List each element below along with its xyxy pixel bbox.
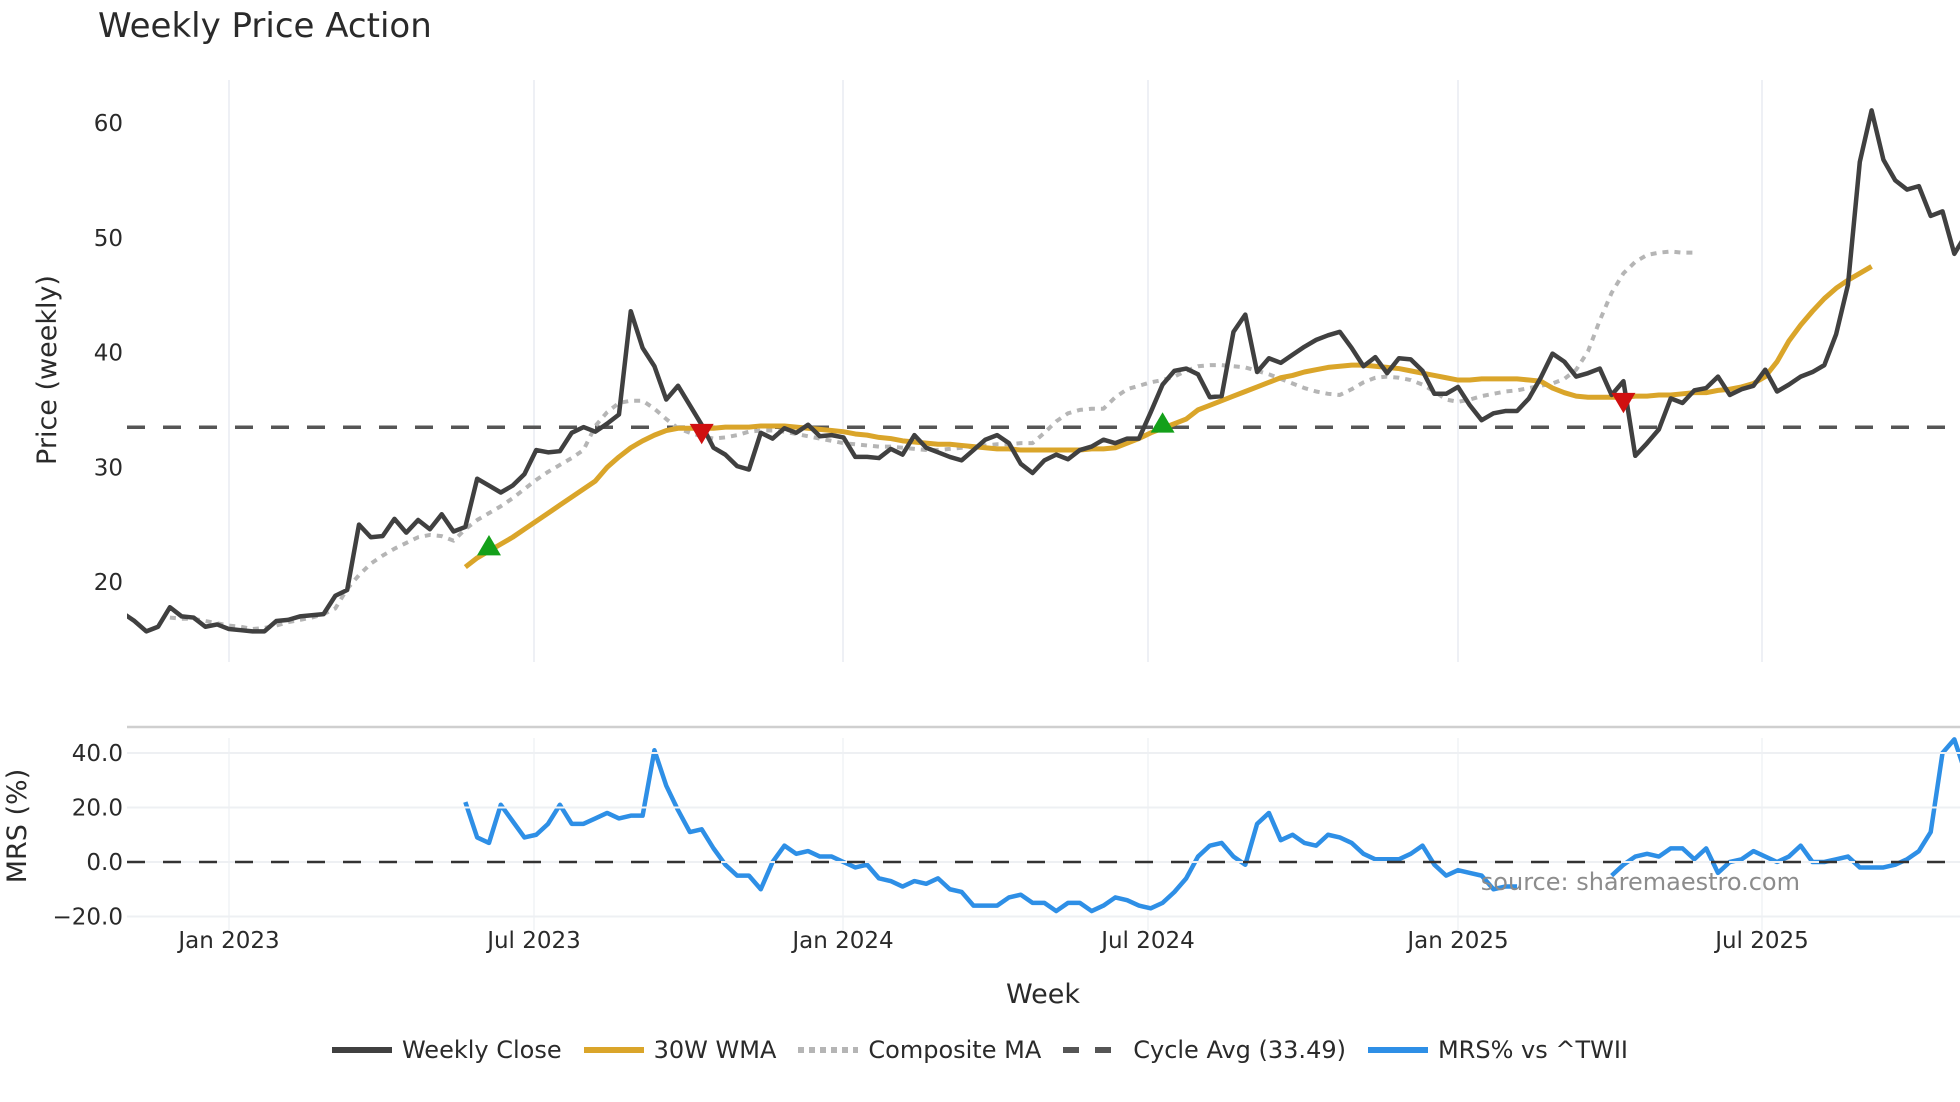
buy-signal-icon [1150,412,1175,433]
legend-swatch-weekly-close-icon [331,1047,392,1053]
source-annotation: source: sharemaestro.com [1481,868,1800,896]
legend-swatch-composite-ma-icon [798,1047,859,1053]
series-weekly-close [127,108,1960,634]
chart-title: Weekly Price Action [98,6,432,46]
series-mrs [463,748,1518,914]
legend: Weekly Close 30W WMA Composite MA Cycle … [0,1036,1960,1064]
series-30w-wma [463,264,1873,570]
sell-signal-icon [1611,392,1636,414]
buy-signal-icon [476,535,501,556]
x-tick-label: Jul 2025 [1713,928,1809,954]
legend-swatch-mrs-icon [1367,1047,1428,1053]
legend-item-30w-wma[interactable]: 30W WMA [583,1036,777,1064]
y-tick-label: 30 [94,455,123,481]
legend-label: Weekly Close [401,1036,562,1064]
y-tick-label: 40 [94,341,123,367]
legend-label: Cycle Avg (33.49) [1133,1036,1346,1064]
legend-item-mrs[interactable]: MRS% vs ^TWII [1367,1036,1629,1064]
mrs-y-tick-label: 0.0 [86,850,123,876]
legend-swatch-cycle-avg-icon [1063,1047,1124,1053]
series-composite-ma [169,249,1695,632]
legend-label: Composite MA [868,1036,1042,1064]
legend-item-cycle-avg[interactable]: Cycle Avg (33.49) [1063,1036,1346,1064]
legend-item-composite-ma[interactable]: Composite MA [798,1036,1041,1064]
mrs-y-tick-label: 40.0 [72,741,123,767]
mrs-y-tick-label: 20.0 [72,796,123,822]
x-tick-label: Jan 2024 [790,928,893,954]
mrs-y-axis-label: MRS (%) [2,769,33,884]
legend-item-weekly-close[interactable]: Weekly Close [331,1036,562,1064]
mrs-y-tick-label: −20.0 [53,905,123,931]
legend-label: 30W WMA [653,1036,777,1064]
y-tick-label: 20 [94,570,123,596]
y-axis-label: Price (weekly) [32,275,63,465]
x-tick-label: Jan 2023 [176,928,279,954]
x-tick-label: Jul 2023 [485,928,581,954]
x-axis-label: Week [1006,979,1080,1010]
y-tick-label: 50 [94,226,123,252]
x-tick-label: Jan 2025 [1405,928,1508,954]
series-mrs [1610,737,1960,878]
y-tick-label: 60 [94,111,123,137]
legend-swatch-30w-wma-icon [583,1047,644,1053]
sell-signal-icon [689,423,714,445]
legend-label: MRS% vs ^TWII [1437,1036,1629,1064]
x-tick-label: Jul 2024 [1099,928,1195,954]
